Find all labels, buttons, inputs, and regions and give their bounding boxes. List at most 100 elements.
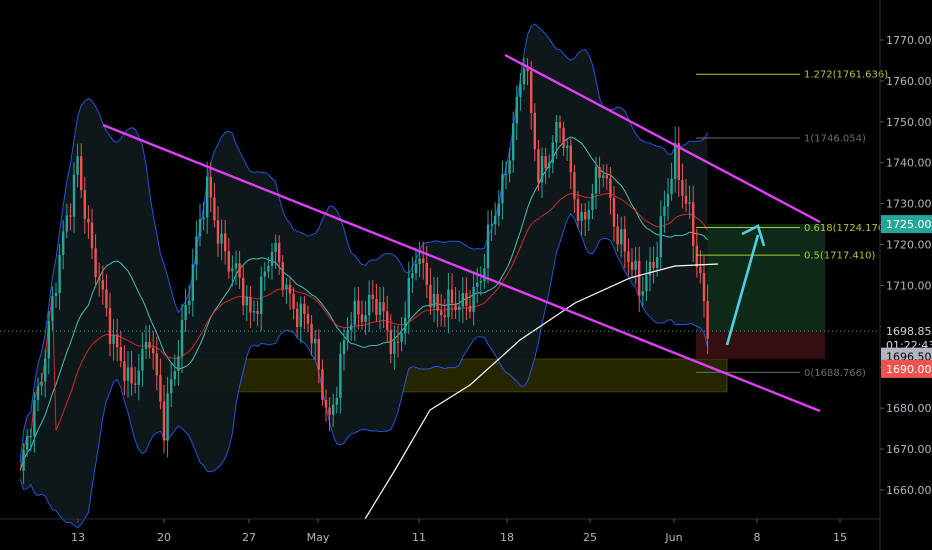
candle-body bbox=[670, 178, 673, 195]
price-tick-label: 1660.000 bbox=[886, 484, 932, 497]
candle-body bbox=[494, 216, 497, 225]
candle-body bbox=[645, 275, 648, 292]
candle-body bbox=[508, 160, 511, 174]
price-tag-label: 1690.000 bbox=[886, 363, 932, 376]
price-tick-label: 1670.000 bbox=[886, 443, 932, 456]
candle-body bbox=[555, 122, 558, 143]
candle-body bbox=[375, 298, 378, 315]
candle-body bbox=[465, 293, 468, 306]
fib-level-label: 1.272(1761.636) bbox=[804, 70, 888, 81]
candle-body bbox=[274, 242, 277, 252]
sma-200-line bbox=[364, 263, 719, 520]
bollinger-fill bbox=[20, 23, 708, 528]
price-tick-label: 1720.000 bbox=[886, 239, 932, 252]
candle-body bbox=[227, 251, 230, 272]
candle-body bbox=[346, 329, 349, 341]
candles-layer bbox=[22, 57, 709, 484]
candle-body bbox=[242, 277, 245, 306]
time-tick-label: May bbox=[307, 531, 330, 544]
candle-body bbox=[119, 347, 122, 362]
bollinger-basis-line bbox=[19, 136, 708, 471]
candle-body bbox=[231, 268, 234, 272]
time-tick-label: 27 bbox=[242, 531, 256, 544]
candle-body bbox=[90, 222, 94, 249]
price-tag-label: 1725.000 bbox=[886, 218, 932, 231]
candle-body bbox=[360, 314, 364, 323]
candle-body bbox=[152, 347, 155, 354]
candle-body bbox=[522, 68, 526, 85]
candle-body bbox=[486, 224, 490, 269]
candle-body bbox=[220, 233, 223, 244]
candle-body bbox=[533, 112, 536, 150]
candle-body bbox=[443, 315, 446, 318]
candle-body bbox=[699, 266, 702, 274]
candle-body bbox=[198, 219, 202, 237]
candle-body bbox=[666, 194, 670, 207]
projection-arrow-head bbox=[741, 224, 766, 247]
candle-body bbox=[195, 236, 198, 265]
candle-body bbox=[303, 303, 306, 314]
candle-body bbox=[404, 317, 407, 334]
price-tick-label: 1770.000 bbox=[886, 34, 932, 47]
candle-body bbox=[684, 195, 688, 204]
candle-body bbox=[429, 284, 432, 308]
candle-body bbox=[170, 379, 173, 394]
candle-body bbox=[584, 211, 587, 220]
candle-body bbox=[98, 277, 101, 281]
candle-body bbox=[368, 294, 371, 316]
candle-body bbox=[630, 262, 634, 270]
candle-body bbox=[263, 271, 266, 277]
candle-body bbox=[339, 354, 342, 398]
price-tick-label: 1750.000 bbox=[886, 116, 932, 129]
candle-body bbox=[447, 289, 450, 318]
candle-body bbox=[605, 175, 608, 179]
candle-body bbox=[692, 202, 695, 246]
candle-body bbox=[162, 401, 166, 441]
candle-body bbox=[616, 226, 619, 245]
candle-body bbox=[659, 216, 662, 258]
candle-body bbox=[256, 311, 259, 314]
candle-body bbox=[155, 353, 158, 376]
candle-body bbox=[188, 300, 191, 305]
candle-body bbox=[317, 338, 320, 370]
candle-body bbox=[137, 370, 140, 385]
candle-body bbox=[267, 265, 270, 272]
candle-body bbox=[270, 251, 274, 266]
time-axis[interactable]: 13 20 27 May 11 18 25 Jun 8 15 bbox=[71, 519, 847, 544]
candle-body bbox=[566, 145, 569, 149]
candle-body bbox=[292, 293, 295, 309]
candle-body bbox=[652, 261, 655, 268]
candle-body bbox=[332, 404, 335, 415]
candle-body bbox=[512, 123, 515, 161]
candle-body bbox=[573, 172, 576, 200]
candle-body bbox=[638, 260, 641, 296]
candle-body bbox=[87, 218, 90, 223]
candle-body bbox=[702, 273, 706, 302]
candle-body bbox=[47, 320, 50, 359]
candle-body bbox=[623, 229, 626, 252]
candle-body bbox=[159, 375, 162, 402]
candle-body bbox=[656, 257, 659, 268]
candle-body bbox=[436, 293, 439, 311]
candle-body bbox=[324, 399, 328, 408]
candle-body bbox=[206, 176, 209, 218]
candle-body bbox=[594, 167, 598, 194]
candle-body bbox=[94, 248, 97, 278]
candle-body bbox=[166, 393, 169, 441]
candle-body bbox=[299, 303, 302, 327]
candle-body bbox=[33, 400, 36, 437]
candle-body bbox=[479, 281, 482, 283]
candle-body bbox=[432, 293, 436, 308]
candle-body bbox=[706, 301, 709, 339]
candle-body bbox=[224, 233, 227, 252]
candle-body bbox=[476, 282, 479, 287]
candle-body bbox=[537, 149, 540, 183]
candle-body bbox=[234, 263, 238, 269]
candle-body bbox=[108, 308, 112, 344]
candle-body bbox=[364, 315, 367, 323]
candle-body bbox=[126, 367, 130, 381]
candle-body bbox=[184, 304, 187, 321]
candle-body bbox=[328, 407, 331, 415]
